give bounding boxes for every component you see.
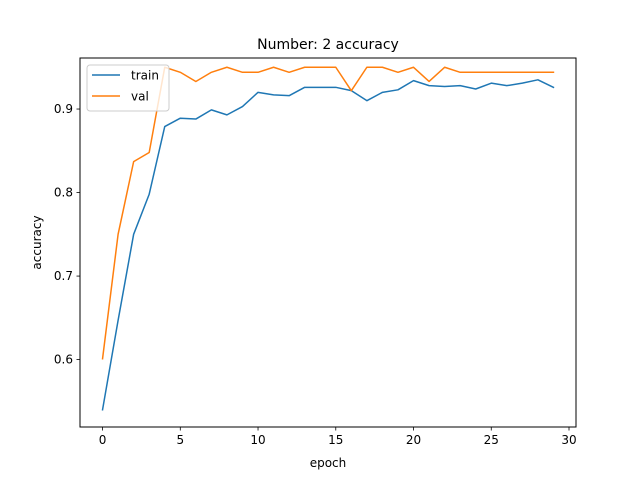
x-tick-label: 10 [250, 433, 265, 447]
series-line-val [101, 66, 555, 360]
plot-frame [79, 57, 577, 428]
legend-label-val: val [131, 90, 149, 104]
y-tick-label: 0.7 [54, 269, 73, 283]
x-tick-label: 5 [176, 433, 184, 447]
y-tick-label: 0.8 [54, 186, 73, 200]
x-axis-label: epoch [310, 456, 347, 470]
legend-box [86, 64, 170, 112]
legend-label-train: train [131, 69, 159, 83]
y-tick-label: 0.9 [54, 102, 73, 116]
x-axis: 0 5 10 15 20 25 30 [99, 427, 577, 447]
series-line-train [101, 79, 555, 411]
y-axis: 0.6 0.7 0.8 0.9 [54, 102, 80, 367]
x-tick-label: 30 [561, 433, 576, 447]
y-axis-label: accuracy [30, 215, 44, 269]
y-tick-label: 0.6 [54, 353, 73, 367]
legend: train val [86, 64, 170, 112]
x-tick-label: 20 [406, 433, 421, 447]
x-tick-label: 25 [484, 433, 499, 447]
series-layer [101, 66, 555, 411]
chart-title: Number: 2 accuracy [257, 37, 399, 53]
x-tick-label: 15 [328, 433, 343, 447]
x-tick-label: 0 [99, 433, 107, 447]
